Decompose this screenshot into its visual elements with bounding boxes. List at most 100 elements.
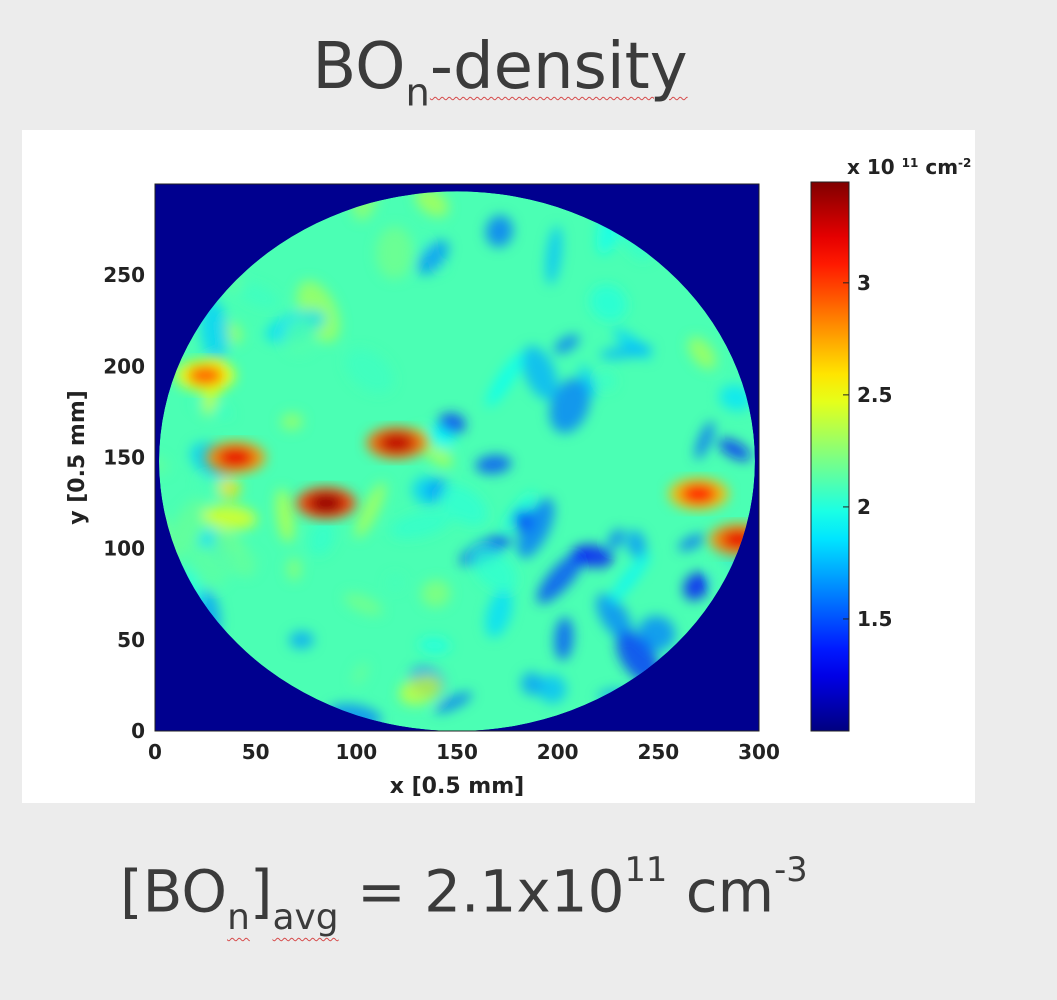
texture-patch — [375, 226, 414, 280]
texture-patch — [434, 692, 473, 714]
texture-patch — [485, 588, 513, 638]
texture-patch — [387, 574, 404, 591]
texture-patch — [418, 636, 451, 654]
x-axis-label: x [0.5 mm] — [390, 774, 524, 799]
texture-patch — [286, 557, 302, 581]
texture-patch — [678, 534, 705, 551]
colorbar — [810, 181, 850, 732]
x-tick-label: 250 — [637, 740, 679, 764]
texture-patch — [438, 484, 488, 526]
texture-patch — [596, 593, 633, 640]
title-rest: -density — [429, 30, 688, 104]
texture-patch — [572, 544, 614, 568]
texture-patch — [475, 455, 512, 474]
texture-patch — [553, 334, 580, 354]
formula-value: = 2.1x10 — [338, 857, 625, 926]
texture-patch — [425, 426, 455, 450]
title-subscript: n — [405, 70, 430, 116]
formula-sub-n: n — [227, 897, 250, 939]
texture-patch — [719, 384, 753, 411]
texture-patch — [536, 551, 585, 604]
texture-patch — [354, 482, 386, 538]
x-tick-label: 200 — [537, 740, 579, 764]
x-tick-label: 300 — [738, 740, 780, 764]
texture-patch — [421, 579, 451, 608]
formula-unit-exponent: -3 — [774, 850, 808, 889]
texture-patch — [352, 662, 369, 686]
texture-patch — [537, 674, 567, 704]
y-tick-label: 200 — [103, 354, 145, 378]
texture-patch — [415, 191, 449, 217]
formula-close: ] — [249, 857, 273, 926]
hotspot-2 — [366, 426, 427, 459]
x-tick-label: 150 — [436, 740, 478, 764]
texture-patch — [609, 552, 650, 604]
texture-patch — [521, 672, 543, 696]
texture-patch — [545, 225, 562, 285]
colorbar-tick-label: 1.5 — [857, 607, 892, 631]
y-tick-label: 100 — [103, 537, 145, 561]
texture-patch — [275, 488, 295, 543]
formula-exponent: 11 — [624, 850, 668, 889]
texture-patch — [202, 504, 258, 531]
texture-patch — [198, 474, 222, 498]
title-main: BO — [312, 30, 406, 104]
texture-patch — [695, 421, 715, 460]
y-tick-label: 150 — [103, 446, 145, 470]
colorbar-unit-label: x 10 11 cm-2 — [847, 155, 971, 179]
texture-patch — [549, 378, 591, 434]
hotspot-3 — [668, 477, 729, 510]
heatmap-chart: 0 50 100 150 200 250 300 0 50 100 150 200 250 x [0.5 … — [65, 155, 971, 799]
texture-patch — [199, 298, 229, 363]
texture-patch — [521, 345, 558, 400]
texture-patch — [589, 284, 628, 322]
plot-frame — [154, 183, 760, 732]
texture-patch — [417, 240, 450, 275]
texture-patch — [637, 615, 676, 652]
chart-title: BOn-density — [0, 30, 1000, 115]
texture-patch — [399, 674, 443, 706]
texture-patch — [554, 617, 574, 661]
y-tick-label: 50 — [117, 628, 145, 652]
texture-patch — [235, 282, 280, 309]
texture-patch — [389, 510, 452, 539]
colorbar-tick-label: 2 — [857, 495, 871, 519]
texture-patch — [345, 348, 394, 394]
y-axis-label: y [0.5 mm] — [65, 390, 90, 525]
texture-patch — [688, 336, 717, 370]
texture-patch — [486, 353, 524, 407]
texture-patch — [683, 572, 710, 601]
average-formula: [BOn]avg = 2.1x1011 cm-3 — [120, 850, 980, 938]
texture-patch — [718, 438, 751, 461]
texture-patch — [471, 546, 517, 593]
texture-patch — [308, 520, 335, 556]
texture-patch — [597, 371, 616, 391]
x-tick-label: 50 — [242, 740, 270, 764]
hotspot-5 — [175, 359, 236, 392]
texture-patch — [283, 317, 317, 355]
chart-panel: 0 50 100 150 200 250 300 0 50 100 150 200 250 x [0.5 … — [22, 130, 975, 803]
colorbar-tick-label: 2.5 — [857, 383, 892, 407]
formula-open: [BO — [120, 857, 228, 926]
y-tick-label: 0 — [131, 719, 145, 743]
formula-unit: cm — [667, 857, 775, 926]
texture-patch — [626, 530, 647, 559]
texture-patch — [166, 498, 207, 560]
texture-patch — [280, 413, 303, 431]
texture-patch — [607, 528, 625, 550]
x-tick-label: 0 — [148, 740, 162, 764]
hotspot-0 — [296, 487, 357, 520]
texture-patch — [289, 631, 314, 649]
texture-patch — [343, 593, 383, 616]
texture-patch — [485, 215, 514, 248]
colorbar-tick-label: 3 — [857, 271, 871, 295]
texture-patch — [196, 548, 259, 574]
x-tick-label: 100 — [335, 740, 377, 764]
texture-patch — [599, 344, 653, 360]
hotspot-1 — [205, 441, 266, 474]
texture-patch — [159, 455, 169, 474]
texture-patch — [215, 477, 241, 499]
formula-sub-avg: avg — [272, 897, 339, 939]
y-tick-label: 250 — [103, 263, 145, 287]
texture-patch — [517, 498, 555, 559]
